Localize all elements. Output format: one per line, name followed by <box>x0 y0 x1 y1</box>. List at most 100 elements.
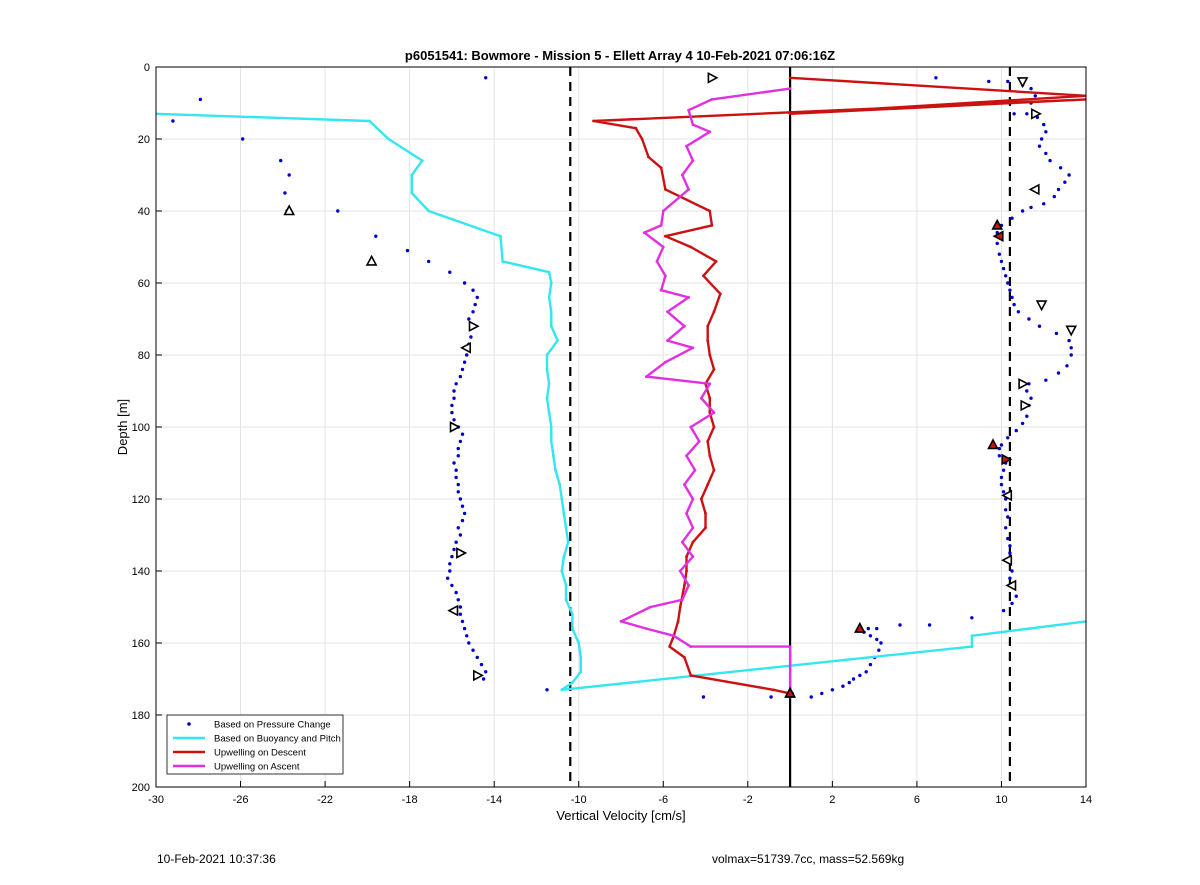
series-vertex <box>691 497 695 501</box>
y-tick-labels: 0 20 40 60 80 100 120 140 160 180 200 <box>132 62 162 794</box>
data-point <box>450 583 454 588</box>
series-vertex <box>704 526 707 530</box>
series-vertex <box>501 260 505 263</box>
series-vertex <box>691 346 695 350</box>
data-point <box>1042 122 1046 127</box>
data-point <box>1001 490 1006 494</box>
y-tick-label: 120 <box>132 494 150 506</box>
data-point <box>456 490 460 494</box>
x-tick-label: -10 <box>571 794 587 806</box>
series-vertex <box>644 627 648 630</box>
data-point <box>769 695 773 699</box>
series-vertex <box>680 598 684 602</box>
data-point <box>858 673 862 678</box>
data-point <box>999 443 1004 447</box>
data-point <box>809 695 813 699</box>
data-point <box>458 612 463 616</box>
red-triangle-marker <box>1001 453 1013 466</box>
x-tick-label: -30 <box>148 794 164 806</box>
data-point <box>460 518 465 523</box>
series-vertex <box>689 645 693 648</box>
series-vertex <box>644 375 648 378</box>
series-vertex <box>708 209 712 213</box>
footer-timestamp: 10-Feb-2021 10:37:36 <box>157 852 276 866</box>
data-point <box>473 302 477 307</box>
triangle-marker <box>1016 77 1029 89</box>
series-vertex <box>663 360 667 364</box>
series-vertex <box>560 497 564 501</box>
series-vertex <box>661 245 665 249</box>
x-tick-label: -6 <box>658 794 668 806</box>
y-tick-label: 140 <box>132 566 150 578</box>
data-point <box>851 677 856 681</box>
data-point <box>1010 295 1014 300</box>
data-point <box>868 634 873 638</box>
data-point <box>1058 166 1063 170</box>
data-point <box>374 234 378 238</box>
series-vertex <box>545 368 549 371</box>
data-point <box>458 497 463 501</box>
data-point <box>999 259 1004 264</box>
data-point <box>1042 202 1046 206</box>
series-vertex <box>685 512 688 515</box>
series-vertex <box>712 468 716 472</box>
data-point <box>820 691 824 696</box>
data-point <box>198 97 203 102</box>
x-axis-label: Vertical Velocity [cm/s] <box>556 808 685 823</box>
series-vertex <box>562 555 566 558</box>
data-point <box>171 119 175 123</box>
series-vertex <box>579 656 583 659</box>
series-vertex <box>663 274 667 278</box>
data-point <box>987 79 991 84</box>
red-triangle-marker <box>784 686 796 698</box>
series-vertex <box>689 245 693 249</box>
series-vertex <box>687 108 691 112</box>
series-vertex <box>788 112 792 116</box>
series-vertex <box>712 310 716 314</box>
grid-lines <box>155 66 1087 788</box>
series-vertex <box>647 155 650 159</box>
data-point <box>934 76 938 80</box>
footer-stats: volmax=51739.7cc, mass=52.569kg <box>712 852 905 866</box>
series-vertex <box>699 396 703 400</box>
data-point <box>1010 569 1014 573</box>
data-point <box>1006 436 1010 440</box>
data-point <box>1008 544 1012 548</box>
series-vertex <box>691 555 695 558</box>
series-vertex <box>687 296 691 299</box>
triangle-marker <box>365 254 378 266</box>
data-point <box>1029 86 1033 91</box>
x-tick-label: -18 <box>402 794 418 806</box>
data-point <box>1014 428 1018 433</box>
data-point <box>545 688 549 692</box>
x-tick-labels: -30 -26 -22 -18 -14 -10 -6 -2 2 6 10 14 <box>148 781 1092 806</box>
series-vertex <box>708 396 712 400</box>
series-vertex <box>691 159 695 163</box>
data-point <box>970 616 974 620</box>
data-point <box>462 360 467 364</box>
data-point <box>454 540 458 544</box>
series-vertex <box>699 497 703 501</box>
data-point <box>1065 364 1069 368</box>
series-vertex <box>712 368 716 371</box>
data-point <box>1006 281 1010 285</box>
data-point <box>1016 310 1021 314</box>
data-point <box>450 554 454 559</box>
triangle-marker <box>472 669 485 682</box>
data-point <box>1054 331 1059 336</box>
data-point <box>287 173 291 177</box>
series-vertex <box>685 569 688 573</box>
triangle-marker <box>1001 554 1013 567</box>
series-vertex <box>663 188 667 191</box>
series-vertex <box>659 288 663 292</box>
data-point <box>898 623 902 627</box>
data-point <box>997 446 1002 451</box>
data-point <box>1027 317 1031 321</box>
x-tick-label: -2 <box>743 794 753 806</box>
data-point <box>454 468 458 472</box>
series-vertex <box>718 292 722 296</box>
series-vertex <box>710 224 714 227</box>
data-point <box>1012 302 1016 307</box>
data-point <box>1020 421 1025 426</box>
